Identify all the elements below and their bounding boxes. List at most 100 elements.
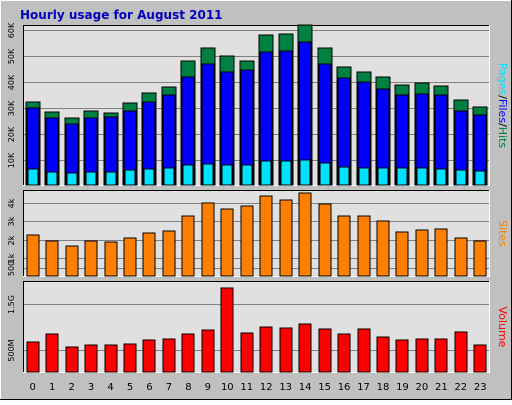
- pages-bar: [474, 170, 486, 186]
- y-tick-label: 500M: [7, 339, 16, 361]
- volume-bar: [415, 338, 429, 373]
- sites-bar: [259, 195, 273, 277]
- volume-bar: [26, 341, 40, 373]
- sites-bar: [434, 228, 448, 277]
- y-tick-label: 30K: [7, 100, 16, 116]
- y-tick-label: 10K: [7, 152, 16, 168]
- sites-bar: [84, 240, 98, 277]
- sites-bar: [65, 245, 79, 277]
- sites-bar: [279, 199, 293, 277]
- pages-bar: [221, 164, 233, 186]
- sites-bar: [240, 205, 254, 277]
- volume-bar: [84, 344, 98, 373]
- side-label-part: /: [496, 95, 509, 99]
- series-side-label: Volume: [496, 307, 509, 348]
- sites-bar: [123, 237, 137, 277]
- y-tick-label: 40K: [7, 74, 16, 90]
- panel-3: 500M 1.5G Volume: [7, 281, 509, 373]
- hour-label: 1: [49, 382, 55, 393]
- sites-bar: [298, 192, 312, 277]
- y-tick-label: 50K: [7, 48, 16, 64]
- volume-bar: [318, 328, 332, 373]
- sites-bar: [473, 240, 487, 277]
- hour-label: 7: [166, 382, 172, 393]
- side-label-part: Volume: [496, 307, 509, 348]
- series-side-label: Pages/Files/Hits: [496, 63, 509, 149]
- y-tick-label: 20K: [7, 126, 16, 142]
- pages-bar: [46, 171, 58, 186]
- volume-bar: [104, 344, 118, 373]
- pages-bar: [202, 163, 214, 186]
- volume-bar: [473, 344, 487, 373]
- pages-bar: [319, 162, 331, 186]
- sites-bar: [415, 229, 429, 277]
- volume-bar: [434, 338, 448, 373]
- sites-bar: [395, 231, 409, 277]
- hour-label: 2: [68, 382, 74, 393]
- hour-label: 3: [88, 382, 94, 393]
- volume-bar: [240, 332, 254, 373]
- pages-bar: [85, 171, 97, 186]
- sites-bar: [45, 240, 59, 277]
- volume-bar: [259, 326, 273, 373]
- volume-bar: [298, 323, 312, 373]
- side-label-part: /: [496, 123, 509, 127]
- chart-title: Hourly usage for August 2011: [20, 8, 223, 22]
- sites-bar: [104, 241, 118, 277]
- sites-bar: [162, 230, 176, 277]
- sites-bar: [337, 215, 351, 277]
- sites-bar: [201, 202, 215, 277]
- series-side-label: Sites: [496, 220, 509, 247]
- y-tick-label: 1.5G: [7, 295, 16, 314]
- pages-bar: [182, 164, 194, 186]
- plot-area: [23, 25, 490, 186]
- y-tick-label: 2k: [7, 235, 16, 245]
- sites-bar: [220, 208, 234, 277]
- plot-area: [23, 281, 490, 373]
- volume-bar: [279, 327, 293, 373]
- volume-bar: [376, 336, 390, 373]
- pages-bar: [435, 168, 447, 186]
- x-axis-hour-labels: 0 1 2 3 4 5 6 7 8 9 10 11 12 13 14 15 16 17 18 19 20 21 22 23: [30, 382, 487, 393]
- hour-label: 23: [474, 382, 487, 393]
- hour-label: 18: [377, 382, 390, 393]
- volume-bar: [395, 339, 409, 373]
- sites-bar: [181, 215, 195, 277]
- pages-bar: [124, 169, 136, 186]
- volume-bar: [162, 338, 176, 373]
- hour-label: 19: [396, 382, 409, 393]
- hour-label: 11: [240, 382, 253, 393]
- hour-label: 4: [107, 382, 113, 393]
- pages-bar: [358, 167, 370, 186]
- sites-bar: [142, 232, 156, 277]
- pages-bar: [396, 167, 408, 186]
- sites-bar: [454, 237, 468, 277]
- volume-bar: [45, 333, 59, 373]
- hour-label: 13: [279, 382, 292, 393]
- volume-bar: [357, 328, 371, 373]
- pages-bar: [27, 168, 39, 186]
- volume-bar: [201, 329, 215, 373]
- pages-bar: [163, 167, 175, 186]
- y-tick-label: 4k: [7, 198, 16, 208]
- plot-area: [23, 190, 490, 277]
- pages-bar: [280, 160, 292, 186]
- hour-label: 8: [185, 382, 191, 393]
- sites-bar: [26, 234, 40, 277]
- pages-bar: [299, 159, 311, 186]
- hour-label: 16: [338, 382, 351, 393]
- y-tick-label: 1k: [7, 253, 16, 263]
- chart-panels: 10K20K30K40K50K60KPages/Files/Hits5001k2…: [7, 22, 509, 373]
- volume-bar: [65, 346, 79, 373]
- hour-label: 14: [299, 382, 312, 393]
- hour-label: 17: [357, 382, 370, 393]
- pages-bar: [241, 164, 253, 186]
- pages-bar: [66, 172, 78, 186]
- hour-label: 21: [435, 382, 448, 393]
- hour-label: 10: [221, 382, 234, 393]
- y-tick-label: 3k: [7, 216, 16, 226]
- volume-bar: [181, 333, 195, 373]
- side-label-part: Pages: [496, 63, 509, 96]
- side-label-part: Hits: [496, 127, 509, 149]
